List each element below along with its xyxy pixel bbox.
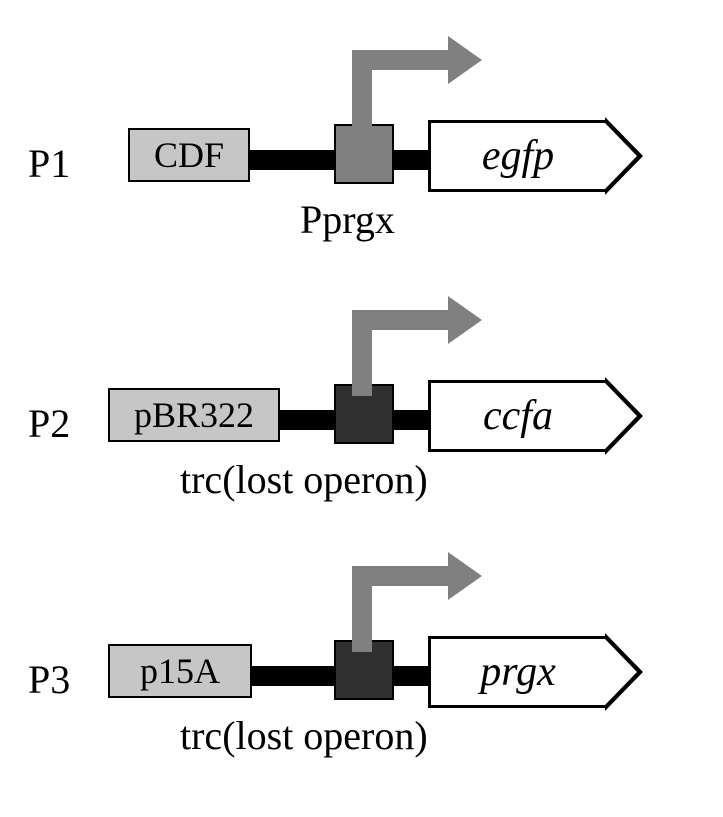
gene-arrow-p1: egfp [428, 120, 648, 200]
origin-box-p2: pBR322 [108, 388, 280, 442]
origin-box-p3: p15A [108, 644, 252, 698]
gene-body-p3: prgx [428, 636, 605, 708]
promoter-label-p3: trc(lost operon) [180, 712, 428, 759]
promoter-label-p1: Pprgx [300, 196, 395, 243]
row-label-p1: P1 [28, 140, 70, 187]
gene-arrow-p2: ccfa [428, 380, 648, 460]
gene-body-p1: egfp [428, 120, 605, 192]
promoter-label-p2: trc(lost operon) [180, 456, 428, 503]
gene-arrow-p3: prgx [428, 636, 648, 716]
origin-box-p1: CDF [128, 128, 250, 182]
row-label-p2: P2 [28, 400, 70, 447]
gene-body-p2: ccfa [428, 380, 605, 452]
row-label-p3: P3 [28, 656, 70, 703]
plasmid-diagram: P1 CDF egfp Pprgx P2 pBR322 ccfa trc(los… [0, 0, 723, 817]
